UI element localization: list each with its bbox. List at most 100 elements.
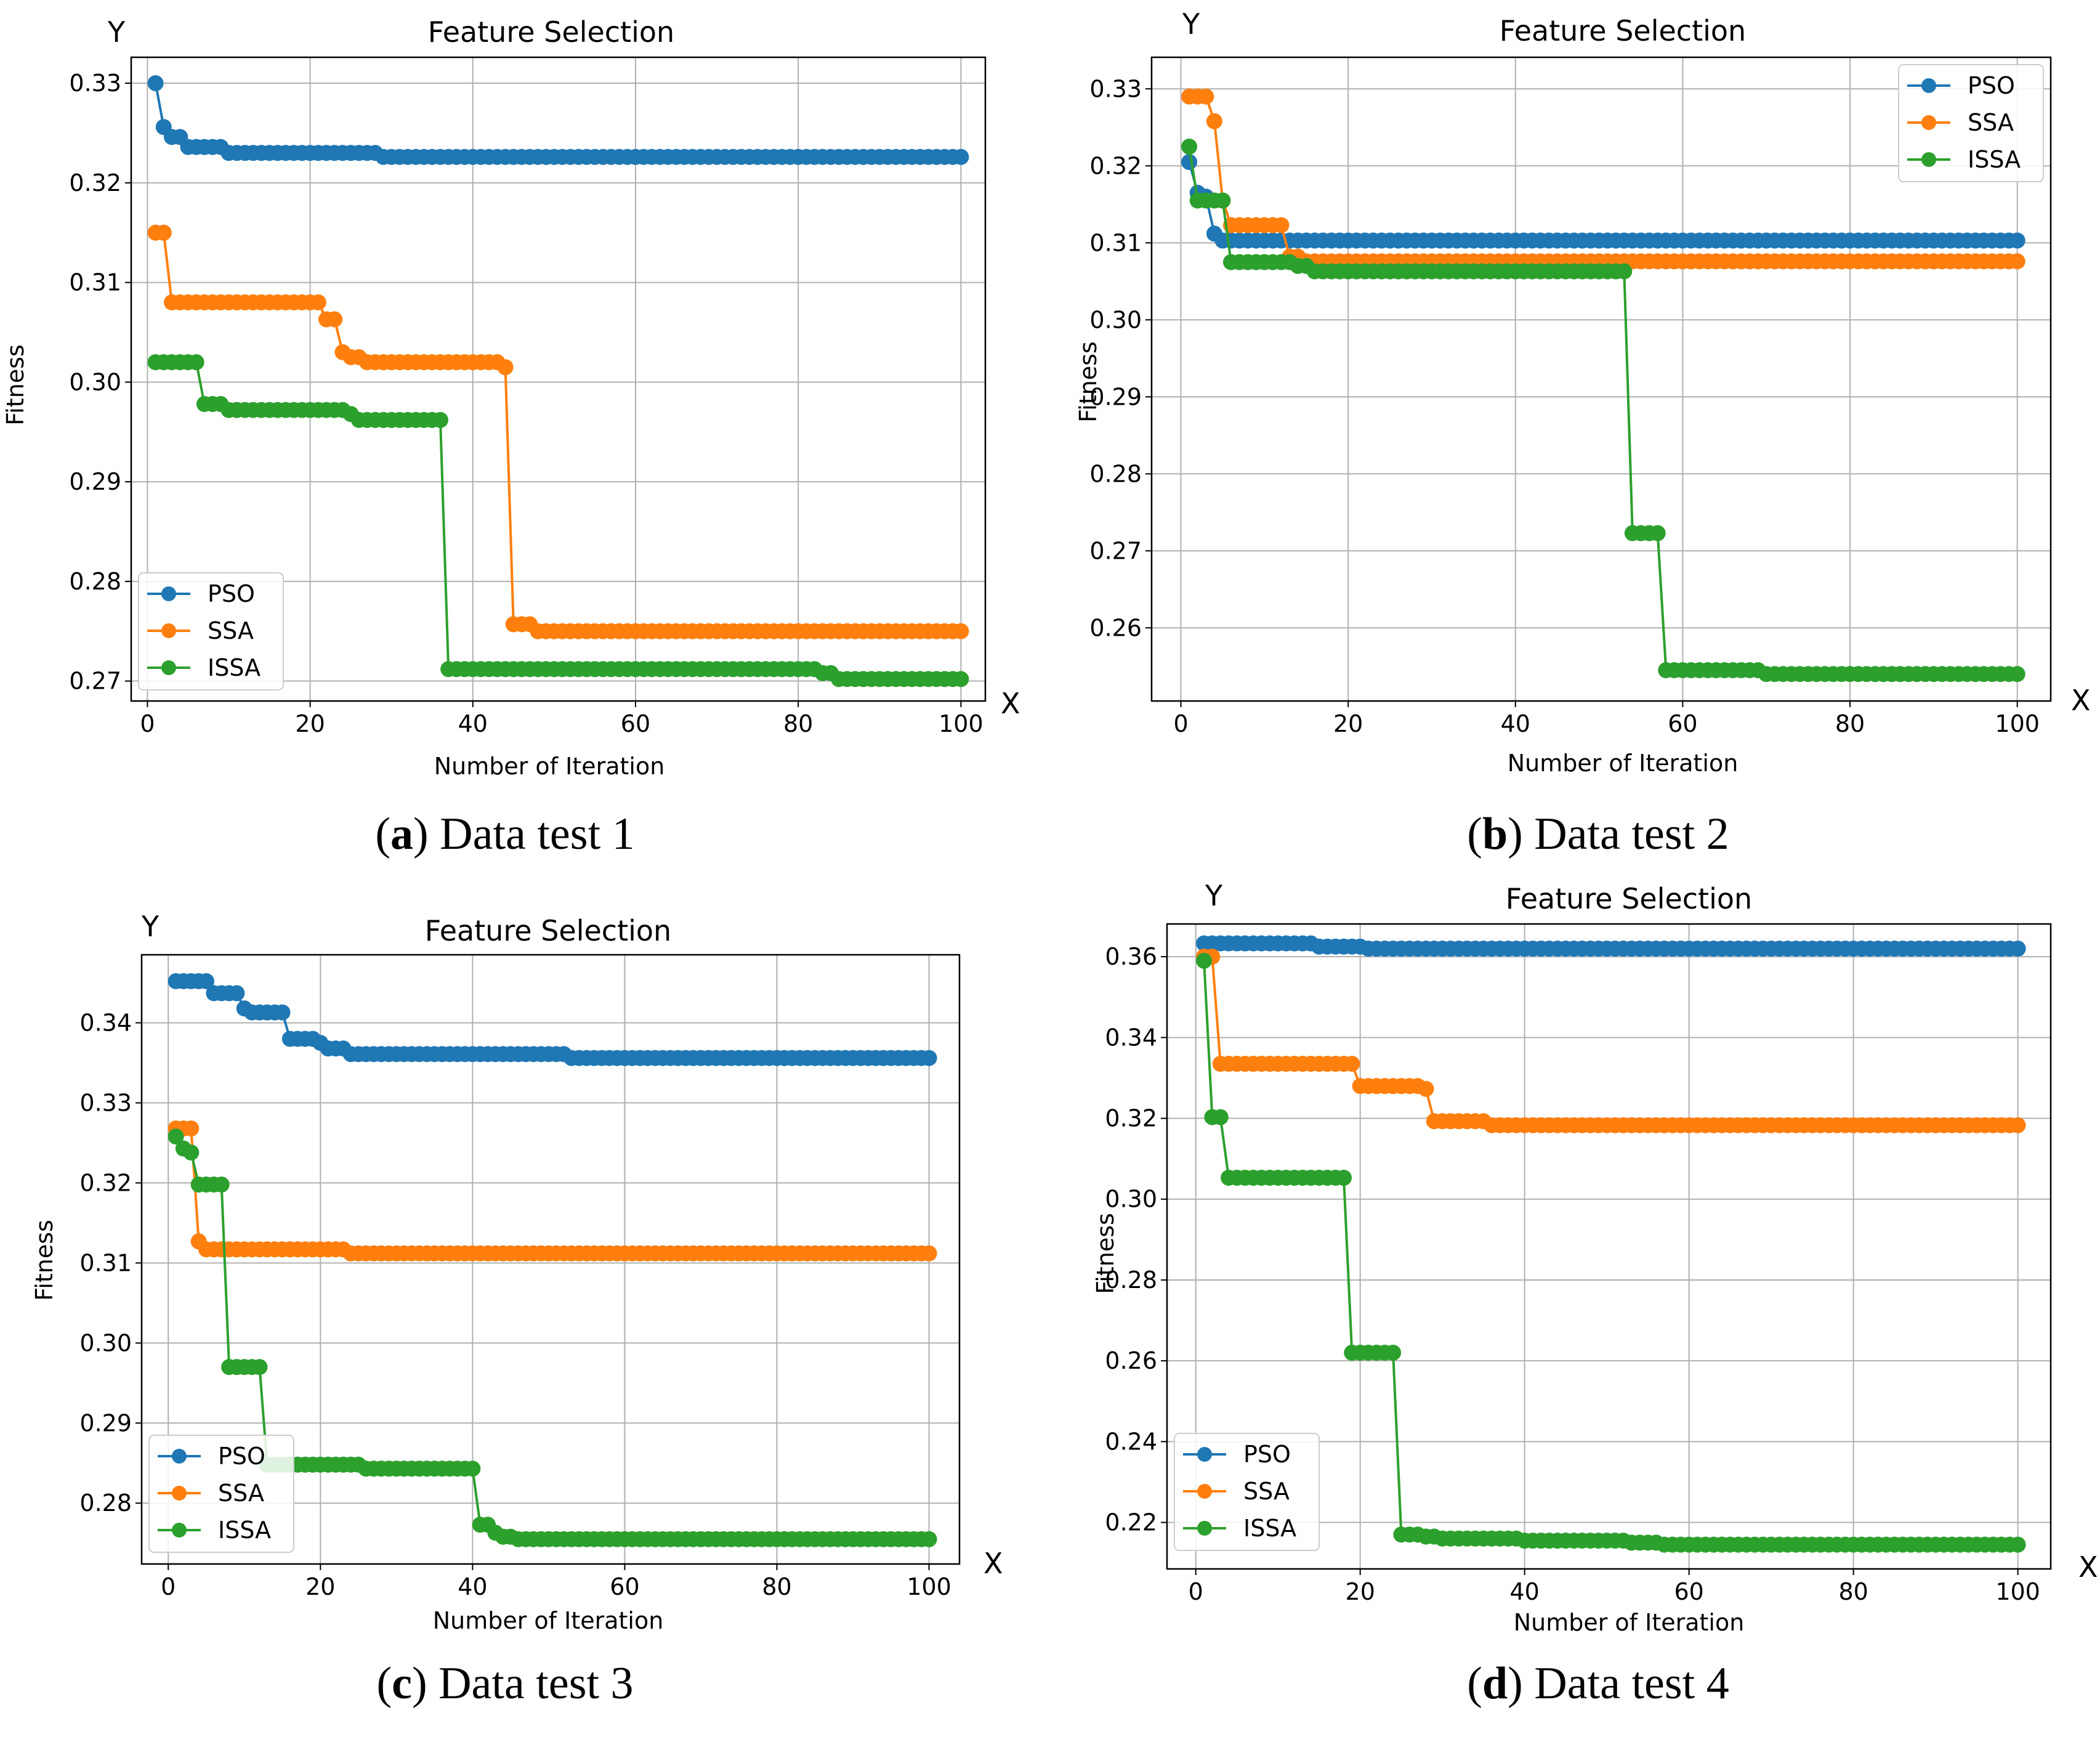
- legend-label: PSO: [1968, 72, 2015, 99]
- x-tick-label: 80: [1835, 710, 1865, 737]
- y-tick-label: 0.26: [1089, 614, 1142, 641]
- legend-label: ISSA: [1243, 1515, 1296, 1542]
- y-tick-label: 0.31: [1089, 229, 1142, 256]
- series-line-ssa: [1204, 955, 2018, 1127]
- legend-label: SSA: [218, 1480, 264, 1507]
- data-point-issa: [188, 354, 204, 370]
- data-point-ssa: [1198, 88, 1214, 105]
- y-tick-label: 0.34: [79, 1009, 132, 1036]
- series-pso: [168, 973, 937, 1066]
- y-axis-label: Fitness: [31, 1220, 58, 1301]
- caption-text: ) Data test 1: [413, 809, 635, 859]
- y-axis-marker: Y: [1182, 7, 1200, 41]
- legend-marker: [161, 660, 176, 675]
- y-tick-label: 0.32: [79, 1169, 132, 1196]
- legend-item-pso: PSO: [1907, 72, 2015, 99]
- legend-label: SSA: [208, 617, 254, 644]
- x-tick-label: 40: [458, 1573, 487, 1600]
- caption-letter: c: [392, 1658, 412, 1709]
- panel-caption: (a) Data test 1: [375, 809, 634, 859]
- chart-title: Feature Selection: [1500, 14, 1746, 47]
- legend-label: ISSA: [1968, 146, 2021, 173]
- legend-marker: [172, 1486, 187, 1501]
- data-point-ssa: [155, 224, 172, 241]
- caption-text: ) Data test 3: [412, 1658, 634, 1709]
- legend-item-pso: PSO: [147, 580, 255, 607]
- panel-a: 0 20 40 60 80 100 0.27 0.28 0.29 0.30 0.31 0.32 0.3…: [2, 15, 1020, 859]
- y-axis-ticks: 0.27 0.28 0.29 0.30 0.31 0.32 0.33: [69, 70, 131, 695]
- x-tick-label: 80: [783, 710, 813, 737]
- x-axis-ticks: 0 20 40 60 80 100: [140, 701, 983, 737]
- legend-box: [148, 1435, 294, 1553]
- y-tick-label: 0.33: [79, 1089, 132, 1116]
- series-issa: [1181, 139, 2025, 683]
- y-axis-marker: Y: [107, 15, 126, 49]
- legend-item-ssa: SSA: [1183, 1478, 1290, 1505]
- legend: PSO SSA ISSA: [148, 1435, 294, 1553]
- legend-item-ssa: SSA: [147, 617, 254, 644]
- panel-caption: (d) Data test 4: [1467, 1658, 1729, 1709]
- caption-open: (: [375, 809, 390, 859]
- series-ssa: [147, 224, 969, 639]
- y-tick-label: 0.24: [1105, 1428, 1157, 1455]
- data-point-issa: [1649, 525, 1666, 541]
- data-point-issa: [1196, 952, 1213, 969]
- series-line-issa: [1188, 146, 2017, 676]
- legend-item-issa: ISSA: [147, 654, 260, 681]
- y-tick-label: 0.32: [69, 169, 121, 196]
- x-axis-marker: X: [2078, 1550, 2098, 1584]
- data-point-ssa: [2009, 1117, 2026, 1133]
- data-point-ssa: [183, 1120, 200, 1136]
- data-point-issa: [168, 1128, 184, 1144]
- series-line-issa: [1203, 960, 2018, 1546]
- data-point-issa: [432, 411, 448, 428]
- x-tick-label: 60: [621, 710, 650, 737]
- data-point-pso: [228, 985, 245, 1002]
- x-tick-label: 100: [1995, 1578, 2040, 1605]
- data-point-issa: [183, 1144, 200, 1161]
- legend-label: SSA: [1243, 1478, 1290, 1505]
- x-tick-label: 20: [295, 710, 325, 737]
- y-tick-label: 0.29: [69, 468, 121, 495]
- data-point-issa: [953, 671, 969, 687]
- series-ssa: [168, 1120, 937, 1262]
- legend-marker: [1921, 115, 1936, 130]
- x-tick-label: 80: [1838, 1578, 1868, 1605]
- data-point-issa: [1336, 1170, 1352, 1186]
- x-tick-label: 40: [1509, 1578, 1539, 1605]
- y-tick-label: 0.28: [69, 568, 121, 595]
- x-axis-label: Number of Iteration: [1514, 1609, 1745, 1636]
- legend-marker: [1197, 1521, 1212, 1536]
- x-tick-label: 100: [939, 710, 983, 737]
- legend-box: [1174, 1433, 1320, 1551]
- data-point-ssa: [310, 294, 326, 310]
- data-point-issa: [1616, 263, 1633, 280]
- legend-box: [1898, 64, 2044, 182]
- data-point-ssa: [1206, 113, 1222, 129]
- y-axis-ticks: 0.22 0.24 0.26 0.28 0.30 0.32 0.34 0.36: [1105, 943, 1167, 1536]
- caption-open: (: [1467, 809, 1482, 859]
- y-tick-label: 0.32: [1105, 1105, 1157, 1132]
- caption-letter: d: [1482, 1658, 1508, 1709]
- legend-marker: [172, 1523, 187, 1537]
- y-axis-marker: Y: [141, 910, 160, 943]
- y-axis-ticks: 0.26 0.27 0.28 0.29 0.30 0.31 0.32 0.33: [1089, 75, 1152, 641]
- panel-caption: (b) Data test 2: [1467, 809, 1729, 859]
- data-point-issa: [251, 1359, 268, 1375]
- y-tick-label: 0.29: [1089, 383, 1142, 410]
- data-point-pso: [274, 1004, 291, 1021]
- series-issa: [147, 354, 969, 687]
- legend-item-issa: ISSA: [1183, 1515, 1296, 1542]
- y-tick-label: 0.30: [1089, 306, 1142, 333]
- series-ssa: [1196, 949, 2026, 1133]
- chart-title: Feature Selection: [1506, 882, 1752, 915]
- y-axis-marker: Y: [1205, 879, 1223, 912]
- data-point-pso: [1181, 154, 1198, 170]
- y-tick-label: 0.31: [79, 1249, 132, 1276]
- y-tick-label: 0.30: [1105, 1186, 1157, 1213]
- y-tick-label: 0.28: [1105, 1266, 1157, 1294]
- x-tick-label: 20: [305, 1573, 335, 1600]
- x-axis-ticks: 0 20 40 60 80 100: [1189, 1569, 2040, 1605]
- y-tick-label: 0.29: [79, 1409, 132, 1436]
